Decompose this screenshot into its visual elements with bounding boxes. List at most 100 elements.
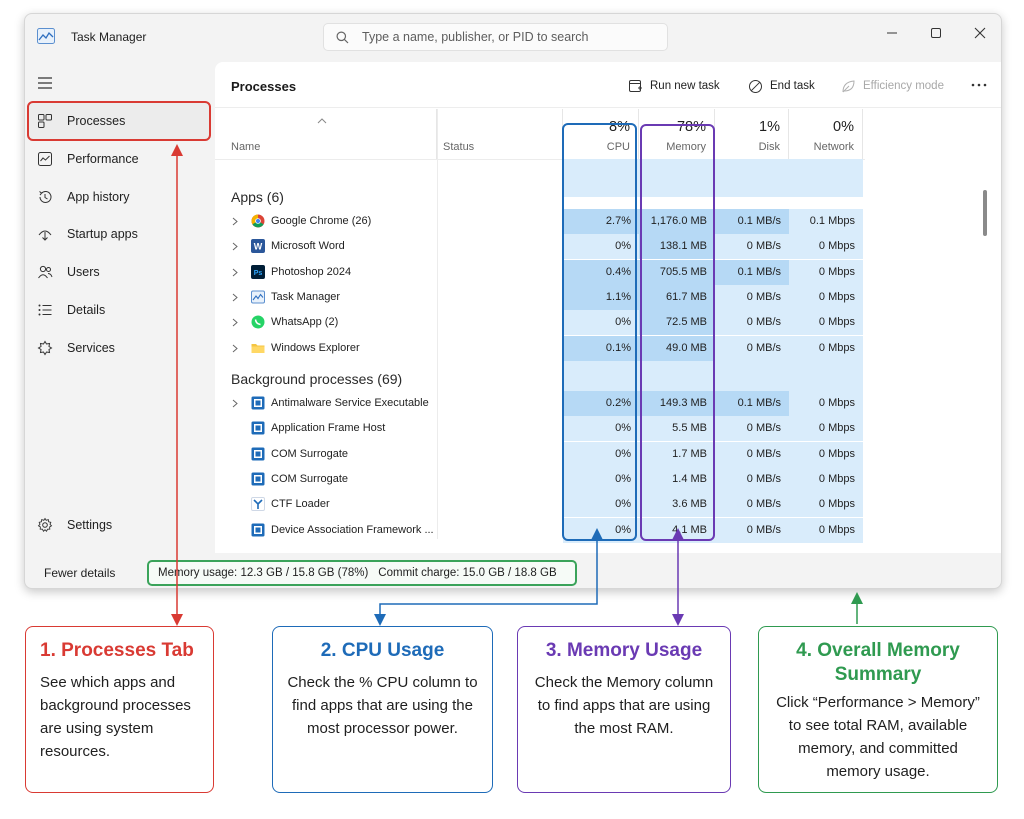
column-header-cpu[interactable]: 8% CPU: [563, 109, 639, 159]
process-row[interactable]: CTF Loader 0% 3.6 MB 0 MB/s 0 Mbps: [215, 492, 865, 518]
folder-icon: [251, 343, 265, 353]
efficiency-mode-button[interactable]: Efficiency mode: [841, 76, 944, 96]
cpu-cell: 0.4%: [563, 259, 639, 285]
more-options-icon[interactable]: [970, 82, 988, 88]
sidebar-item-startup-apps[interactable]: Startup apps: [25, 215, 211, 253]
process-row[interactable]: Device Association Framework ... 0% 4.1 MB…: [215, 517, 865, 543]
disk-cell: 0 MB/s: [715, 310, 789, 336]
process-row[interactable]: Application Frame Host 0% 5.5 MB 0 MB/s 0 Mb…: [215, 416, 865, 442]
process-row[interactable]: WhatsApp (2) 0% 72.5 MB 0 MB/s 0 Mbps: [215, 310, 865, 336]
callout-title: 3. Memory Usage: [545, 640, 703, 661]
cpu-cell: 0.1%: [563, 335, 639, 361]
cpu-cell: 0%: [563, 492, 639, 518]
callout-body: Click “Performance > Memory” to see tota…: [776, 694, 980, 780]
cpu-cell: 0%: [563, 310, 639, 336]
disk-cell: 0 MB/s: [715, 466, 789, 492]
group-title-apps: Apps (6): [231, 189, 284, 205]
chevron-right-icon[interactable]: [232, 242, 238, 251]
process-name: WhatsApp (2): [271, 316, 339, 329]
network-cell: 0 Mbps: [789, 335, 863, 361]
network-cell: 0 Mbps: [789, 466, 863, 492]
column-name-label: Name: [231, 141, 261, 153]
network-cell: 0 Mbps: [789, 492, 863, 518]
sidebar-item-settings[interactable]: Settings: [25, 506, 211, 544]
minimize-button[interactable]: [879, 20, 905, 46]
close-button[interactable]: [967, 20, 993, 46]
disk-cell: 0 MB/s: [715, 335, 789, 361]
search-box[interactable]: [323, 23, 668, 51]
memory-cell: 1.7 MB: [639, 441, 715, 467]
chevron-right-icon[interactable]: [232, 344, 238, 353]
fewer-details-link[interactable]: Fewer details: [44, 566, 116, 580]
callout-title: 4. Overall Memory Summary: [796, 640, 960, 685]
column-status-label: Status: [443, 141, 475, 153]
hamburger-menu-icon[interactable]: [37, 76, 53, 90]
disk-cell: 0.1 MB/s: [715, 209, 789, 234]
status-column: [437, 109, 563, 539]
network-cell: 0 Mbps: [789, 517, 863, 543]
chevron-right-icon[interactable]: [232, 399, 238, 408]
sidebar-item-label: App history: [67, 190, 130, 204]
cpu-cell: 0%: [563, 416, 639, 442]
search-input[interactable]: [362, 27, 657, 47]
callout-body: See which apps and background processes …: [40, 674, 191, 760]
network-total-percent: 0%: [833, 119, 854, 135]
scrollbar-thumb[interactable]: [983, 190, 987, 236]
process-row[interactable]: Ps Photoshop 2024 0.4% 705.5 MB 0.1 MB/s 0 Mb…: [215, 259, 865, 285]
process-name: COM Surrogate: [271, 447, 349, 460]
process-name: Microsoft Word: [271, 240, 345, 253]
performance-icon: [38, 152, 52, 166]
chevron-right-icon[interactable]: [232, 293, 238, 302]
leaf-icon: [842, 79, 855, 92]
startup-icon: [38, 230, 52, 241]
content-header: Processes Run new task End task: [215, 62, 1001, 108]
cpu-total-percent: 8%: [609, 119, 630, 135]
sidebar-item-details[interactable]: Details: [25, 291, 211, 329]
sidebar-item-services[interactable]: Services: [25, 329, 211, 367]
process-row[interactable]: W Microsoft Word 0% 138.1 MB 0 MB/s 0 Mbps: [215, 234, 865, 260]
column-header-network[interactable]: 0% Network: [789, 109, 863, 159]
sidebar-item-performance[interactable]: Performance: [25, 140, 211, 178]
memory-cell: 149.3 MB: [639, 391, 715, 416]
network-cell: 0.1 Mbps: [789, 209, 863, 234]
sidebar-item-app-history[interactable]: App history: [25, 178, 211, 216]
memory-usage-text: Memory usage: 12.3 GB / 15.8 GB (78%): [158, 567, 369, 579]
process-row[interactable]: COM Surrogate 0% 1.4 MB 0 MB/s 0 Mbps: [215, 466, 865, 492]
services-icon: [37, 340, 53, 356]
task-manager-window: Task Manager Process: [24, 13, 1002, 589]
column-header-memory[interactable]: 78% Memory: [639, 109, 715, 159]
chevron-right-icon[interactable]: [232, 268, 238, 277]
disk-cell: 0 MB/s: [715, 517, 789, 543]
callout-body: Check the % CPU column to find apps that…: [287, 674, 478, 737]
process-row[interactable]: COM Surrogate 0% 1.7 MB 0 MB/s 0 Mbps: [215, 441, 865, 467]
column-header-name[interactable]: Name: [215, 109, 437, 159]
process-row[interactable]: Task Manager 1.1% 61.7 MB 0 MB/s 0 Mbps: [215, 284, 865, 310]
column-cpu-label: CPU: [606, 141, 630, 153]
maximize-button[interactable]: [923, 20, 949, 46]
run-new-task-button[interactable]: Run new task: [628, 76, 720, 96]
chevron-right-icon[interactable]: [232, 318, 238, 327]
process-name: Photoshop 2024: [271, 265, 352, 278]
cpu-cell: 1.1%: [563, 284, 639, 310]
process-icon: [251, 396, 265, 410]
column-header-disk[interactable]: 1% Disk: [715, 109, 789, 159]
sidebar-item-processes[interactable]: Processes: [25, 102, 211, 140]
network-cell: 0 Mbps: [789, 416, 863, 442]
memory-cell: 1,176.0 MB: [639, 209, 715, 234]
process-row[interactable]: Google Chrome (26) 2.7% 1,176.0 MB 0.1 MB/s…: [215, 209, 865, 234]
callout-body: Check the Memory column to find apps tha…: [534, 674, 714, 737]
process-row[interactable]: Antimalware Service Executable 0.2% 149.3 …: [215, 391, 865, 416]
search-icon: [336, 31, 349, 44]
details-icon: [38, 304, 52, 316]
sidebar-item-users[interactable]: Users: [25, 253, 211, 291]
window-title: Task Manager: [71, 30, 147, 44]
cpu-cell: 0%: [563, 234, 639, 260]
chevron-right-icon[interactable]: [232, 217, 238, 226]
disk-total-percent: 1%: [759, 119, 780, 135]
end-task-button[interactable]: End task: [748, 76, 815, 96]
process-name: Device Association Framework ...: [271, 523, 434, 536]
column-memory-label: Memory: [666, 141, 706, 153]
sidebar-item-label: Users: [67, 265, 100, 279]
process-row[interactable]: Windows Explorer 0.1% 49.0 MB 0 MB/s 0 Mbps: [215, 335, 865, 361]
callout-processes-tab: 1. Processes Tab See which apps and back…: [25, 626, 214, 793]
